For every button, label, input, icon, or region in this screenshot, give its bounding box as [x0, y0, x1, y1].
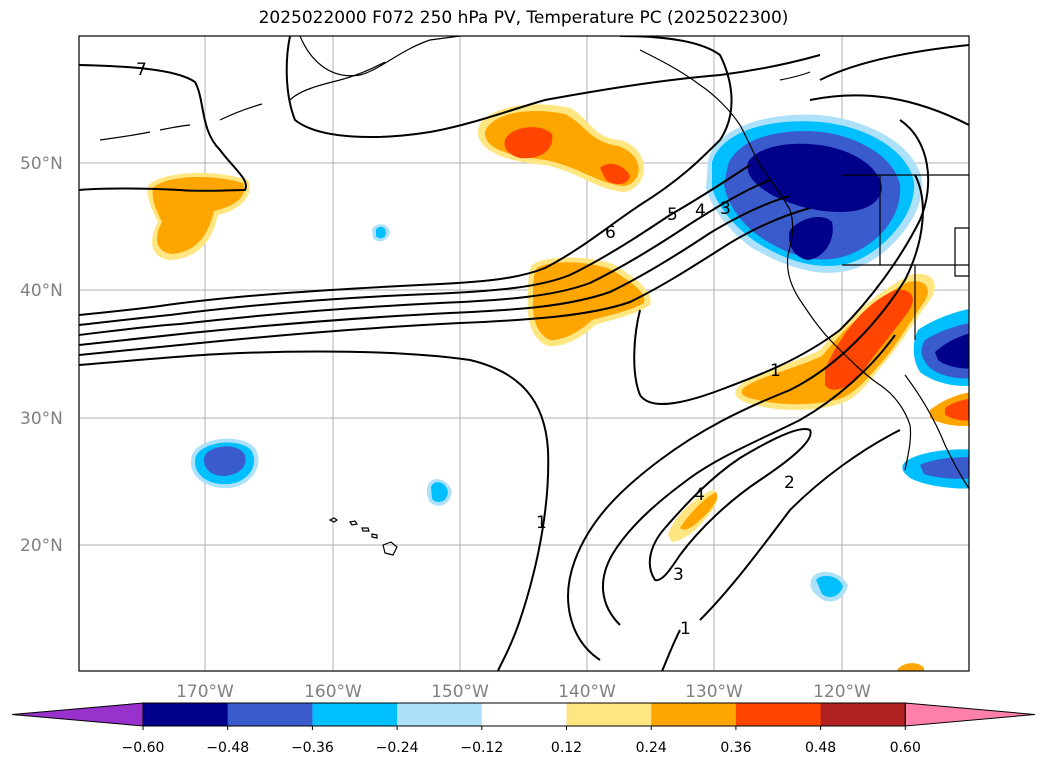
- state-borders: [842, 174, 969, 340]
- colorbar-segment: [227, 703, 313, 726]
- colorbar-segment: [651, 703, 737, 726]
- colorbar-frame: [142, 702, 906, 727]
- warm-anomaly-gulf-core2: [600, 163, 630, 185]
- latitude-labels: 50°N 40°N 30°N 20°N: [20, 154, 63, 556]
- coastline-alaska-peninsula: [299, 36, 461, 77]
- colorbar-tick-label: 0.12: [551, 740, 582, 756]
- pv-contour-northeast: [809, 44, 969, 126]
- lon-label-130w: 130°W: [685, 682, 743, 702]
- warm-anomaly-west: [152, 176, 245, 254]
- colorbar-tick-label: 0.24: [636, 740, 667, 756]
- cold-anomaly-east-core: [935, 333, 969, 369]
- colorbar-segment: [481, 703, 567, 726]
- warm-anomaly-gulf-core: [504, 127, 553, 159]
- warm-anomaly-south-edge: [896, 663, 924, 671]
- pv-contour-4-ridge: [648, 428, 812, 582]
- warm-anomaly-subtropic: [680, 492, 718, 530]
- pv-label-3: 3: [720, 199, 731, 219]
- map-title: 2025022000 F072 250 hPa PV, Temperature …: [258, 8, 789, 28]
- lon-label-120w: 120°W: [813, 682, 871, 702]
- lon-label-160w: 160°W: [304, 682, 362, 702]
- pv-label-6: 6: [605, 223, 616, 243]
- coastline-north-america: [639, 49, 912, 471]
- pv-contour-1-trough: [633, 119, 930, 406]
- colorbar-tick-label: −0.12: [460, 740, 503, 756]
- cold-anomaly-southeast-core: [920, 457, 969, 479]
- pv-label-5: 5: [667, 205, 678, 225]
- longitude-labels: 170°W 160°W 150°W 140°W 130°W 120°W: [176, 682, 871, 702]
- lat-label-30n: 30°N: [20, 409, 63, 429]
- cold-anomaly-small-3: [816, 575, 843, 598]
- warm-anomaly-central: [532, 262, 645, 341]
- colorbar-segment: [143, 703, 229, 726]
- cold-anomaly-small-1: [431, 482, 448, 503]
- pv-contour-2: [79, 207, 811, 356]
- map-frame: [78, 35, 970, 672]
- pv-contour-3-ridge: [602, 334, 896, 626]
- pv-label-1-trough: 1: [770, 361, 781, 381]
- colorbar-segment: [397, 703, 483, 726]
- colorbar-tick-label: 0.48: [805, 740, 836, 756]
- coastline-aleutians: [99, 61, 386, 141]
- colorbar-extend-low: [11, 702, 144, 727]
- pv-contour-5: [79, 164, 751, 326]
- coastlines: [99, 36, 969, 490]
- colorbar-segment: [312, 703, 398, 726]
- colorbar-segment: [566, 703, 652, 726]
- pv-contours: [79, 36, 969, 671]
- lat-label-40n: 40°N: [20, 281, 63, 301]
- pv-contour-3: [79, 195, 791, 346]
- colorbar-extend-high: [904, 702, 1036, 727]
- lon-label-150w: 150°W: [431, 682, 489, 702]
- colorbar-segment: [820, 703, 906, 726]
- pv-label-1-ridge: 1: [680, 619, 691, 639]
- pv-label-7: 7: [136, 60, 147, 80]
- pv-contour-7: [79, 64, 247, 192]
- pv-label-3-ridge: 3: [673, 565, 684, 585]
- map-panel: 7 6 5 4 3 1 1 2 3 4 1: [78, 35, 970, 672]
- pv-contour-north: [285, 36, 821, 138]
- warm-anomaly-california-core: [825, 289, 913, 390]
- pv-contour-4: [79, 179, 771, 336]
- cold-anomaly-small-2: [376, 226, 386, 239]
- pv-contour-2-ridge: [567, 174, 924, 661]
- colorbar-segment: [735, 703, 822, 726]
- lat-label-50n: 50°N: [20, 154, 63, 174]
- pv-label-1-south: 1: [536, 513, 547, 533]
- hawaii-outline: [328, 517, 398, 556]
- colorbar-tick-label: −0.36: [291, 740, 334, 756]
- cold-anomaly-hawaii-west-core: [204, 446, 246, 476]
- warm-anomaly-southwest-core: [945, 398, 969, 421]
- pv-contour-6: [79, 36, 733, 316]
- pv-contour-1-south: [79, 350, 550, 671]
- colorbar-tick-label: 0.60: [890, 740, 921, 756]
- hawaiian-islands: [328, 517, 398, 556]
- pv-contour-labels: 7 6 5 4 3 1 1 2 3 4 1: [136, 60, 795, 639]
- colorbar-tick-label: 0.36: [720, 740, 751, 756]
- pv-label-4: 4: [695, 201, 706, 221]
- coastline-baja: [904, 374, 969, 490]
- colorbar-tick-label: −0.24: [376, 740, 419, 756]
- lon-label-140w: 140°W: [558, 682, 616, 702]
- pv-label-2: 2: [784, 473, 795, 493]
- pv-label-4-ridge: 4: [694, 485, 705, 505]
- lat-label-20n: 20°N: [20, 536, 63, 556]
- pv-contour-1-ridge: [661, 429, 901, 671]
- colorbar: −0.60 −0.48 −0.36 −0.24 −0.12 0.12 0.24 0.36 0.4…: [11, 702, 1036, 756]
- cold-anomaly-pnw-core2: [789, 216, 833, 260]
- colorbar-tick-label: −0.60: [122, 740, 165, 756]
- colorbar-tick-label: −0.48: [206, 740, 249, 756]
- lon-label-170w: 170°W: [176, 682, 234, 702]
